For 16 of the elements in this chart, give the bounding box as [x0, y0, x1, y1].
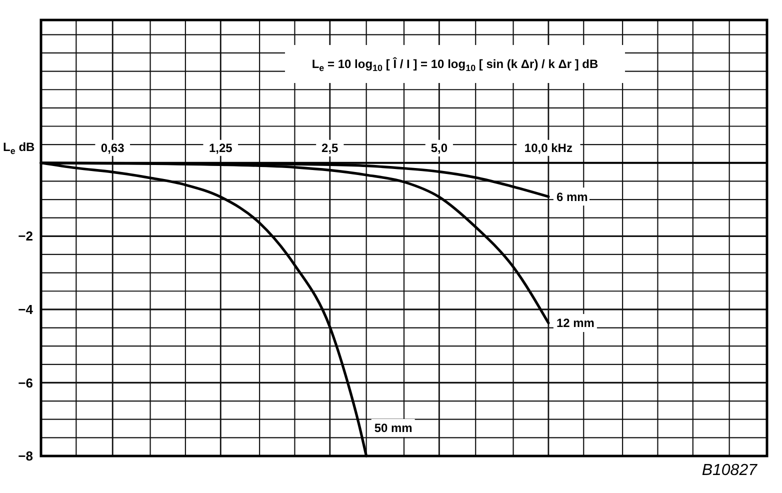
annotation: L$_{e}$ = 10 log$_{10}$ [ Î / I ] = 10 log$_{10}$ [ sin (k Δr) / k Δr ] dB: [312, 57, 599, 73]
text: B10827: [702, 462, 758, 479]
x-tick-label: 5,0: [430, 140, 448, 155]
x-tick-label: 10,0 kHz: [524, 140, 572, 155]
x-tick-label: 0,63: [100, 140, 125, 155]
series-label: 6 mm: [556, 190, 588, 204]
series-label: 50 mm: [374, 421, 412, 436]
y-tick-label: −4: [18, 302, 34, 317]
y-tick-label: −2: [18, 228, 33, 244]
formula-box: L$_{e}$ = 10 log$_{10}$ [ Î / I ] = 10 log$_{10}$ [ sin (k Δr) / k Δr ] dB: [285, 45, 625, 83]
x-tick-label: 1,25: [208, 140, 233, 155]
y-tick-label: −6: [18, 375, 33, 390]
series-label: 12 mm: [556, 316, 594, 330]
x-tick-label: 2,5: [322, 140, 339, 155]
y-tick-label: −8: [18, 448, 33, 464]
y-axis-title: L$_{e}$ dB: [3, 140, 36, 156]
